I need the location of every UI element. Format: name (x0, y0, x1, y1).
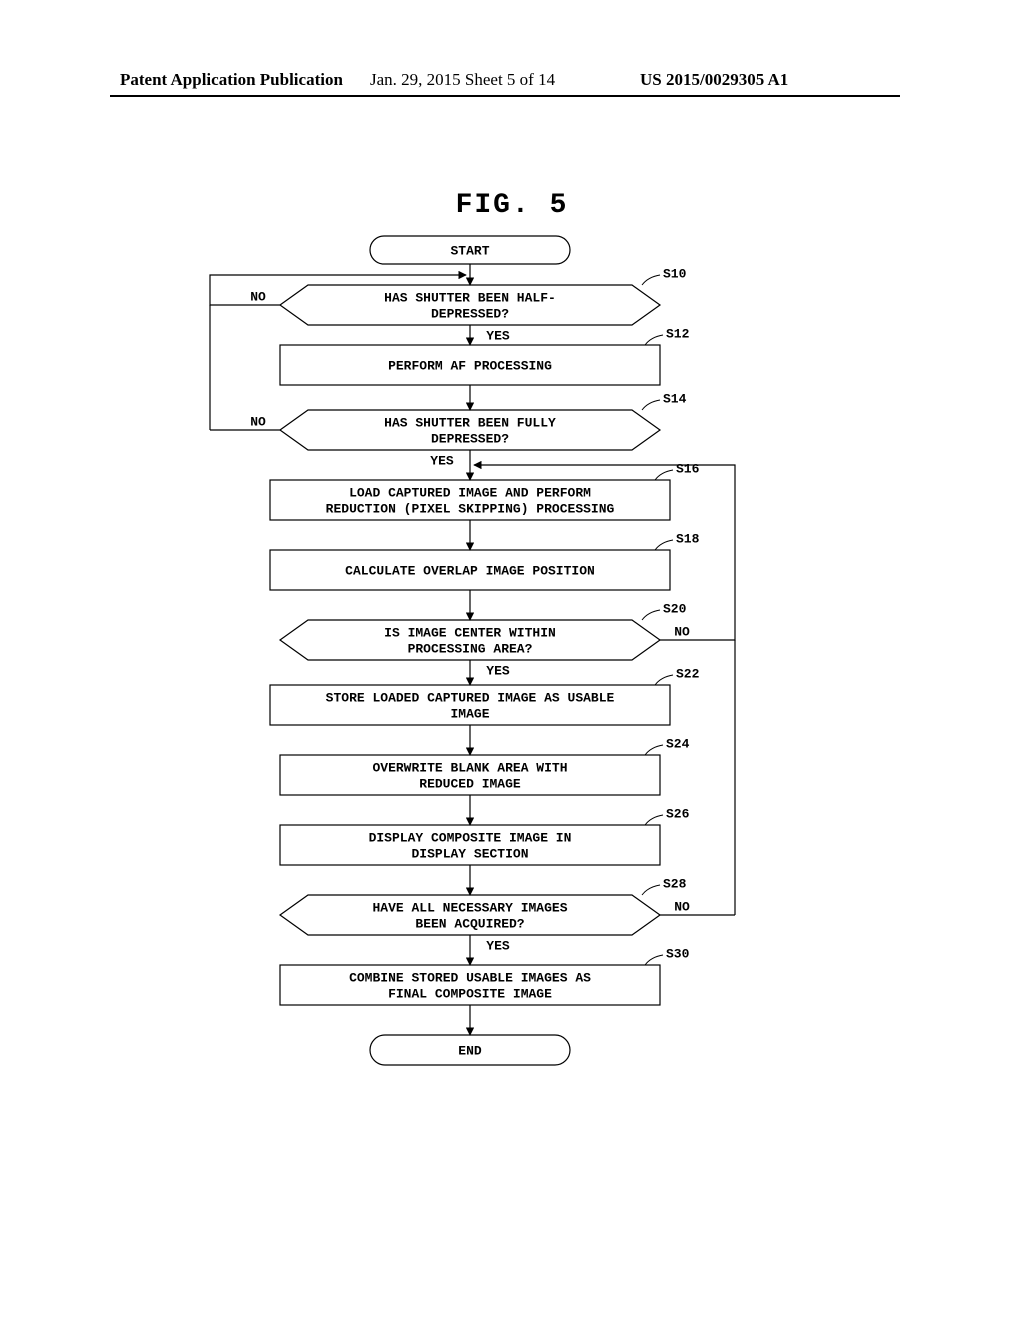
svg-text:YES: YES (430, 453, 454, 468)
svg-text:NO: NO (250, 414, 266, 429)
svg-text:REDUCTION (PIXEL SKIPPING) PRO: REDUCTION (PIXEL SKIPPING) PROCESSING (326, 501, 615, 516)
svg-text:START: START (450, 243, 489, 258)
svg-text:HAVE ALL NECESSARY IMAGES: HAVE ALL NECESSARY IMAGES (372, 900, 567, 915)
svg-text:PROCESSING AREA?: PROCESSING AREA? (408, 641, 533, 656)
svg-text:IMAGE: IMAGE (450, 706, 489, 721)
header-center: Jan. 29, 2015 Sheet 5 of 14 (370, 70, 555, 90)
svg-text:LOAD CAPTURED IMAGE AND PERFOR: LOAD CAPTURED IMAGE AND PERFORM (349, 485, 591, 500)
svg-text:S12: S12 (666, 326, 690, 341)
svg-text:S24: S24 (666, 736, 690, 751)
svg-text:DISPLAY COMPOSITE IMAGE IN: DISPLAY COMPOSITE IMAGE IN (369, 830, 572, 845)
svg-text:NO: NO (250, 289, 266, 304)
svg-text:S28: S28 (663, 876, 687, 891)
svg-text:YES: YES (486, 938, 510, 953)
svg-text:OVERWRITE BLANK AREA WITH: OVERWRITE BLANK AREA WITH (372, 760, 567, 775)
svg-text:S26: S26 (666, 806, 690, 821)
svg-text:S16: S16 (676, 461, 700, 476)
svg-text:STORE LOADED CAPTURED IMAGE AS: STORE LOADED CAPTURED IMAGE AS USABLE (326, 690, 615, 705)
svg-text:S22: S22 (676, 666, 700, 681)
svg-text:YES: YES (486, 328, 510, 343)
header-right: US 2015/0029305 A1 (640, 70, 788, 90)
svg-text:S20: S20 (663, 601, 687, 616)
svg-text:S30: S30 (666, 946, 690, 961)
svg-text:DISPLAY SECTION: DISPLAY SECTION (411, 846, 528, 861)
svg-text:HAS SHUTTER BEEN HALF-: HAS SHUTTER BEEN HALF- (384, 290, 556, 305)
figure-title: FIG. 5 (0, 190, 1024, 221)
svg-text:IS IMAGE CENTER WITHIN: IS IMAGE CENTER WITHIN (384, 625, 556, 640)
svg-text:YES: YES (486, 663, 510, 678)
svg-text:END: END (458, 1043, 482, 1058)
svg-text:DEPRESSED?: DEPRESSED? (431, 306, 509, 321)
svg-text:CALCULATE OVERLAP IMAGE POSITI: CALCULATE OVERLAP IMAGE POSITION (345, 563, 595, 578)
flowchart: STARTHAS SHUTTER BEEN HALF-DEPRESSED?S10… (180, 230, 860, 1230)
svg-text:FINAL COMPOSITE IMAGE: FINAL COMPOSITE IMAGE (388, 986, 552, 1001)
svg-text:NO: NO (674, 624, 690, 639)
svg-text:S14: S14 (663, 391, 687, 406)
flowchart-svg: STARTHAS SHUTTER BEEN HALF-DEPRESSED?S10… (180, 230, 860, 1130)
header-left: Patent Application Publication (120, 70, 343, 90)
svg-text:S18: S18 (676, 531, 700, 546)
svg-text:COMBINE STORED USABLE IMAGES A: COMBINE STORED USABLE IMAGES AS (349, 970, 591, 985)
header-rule (110, 95, 900, 97)
svg-text:BEEN ACQUIRED?: BEEN ACQUIRED? (415, 916, 524, 931)
svg-text:HAS SHUTTER BEEN FULLY: HAS SHUTTER BEEN FULLY (384, 415, 556, 430)
svg-text:DEPRESSED?: DEPRESSED? (431, 431, 509, 446)
svg-text:S10: S10 (663, 266, 687, 281)
svg-text:REDUCED IMAGE: REDUCED IMAGE (419, 776, 521, 791)
svg-text:PERFORM AF PROCESSING: PERFORM AF PROCESSING (388, 358, 552, 373)
page: Patent Application Publication Jan. 29, … (0, 0, 1024, 1320)
svg-text:NO: NO (674, 899, 690, 914)
